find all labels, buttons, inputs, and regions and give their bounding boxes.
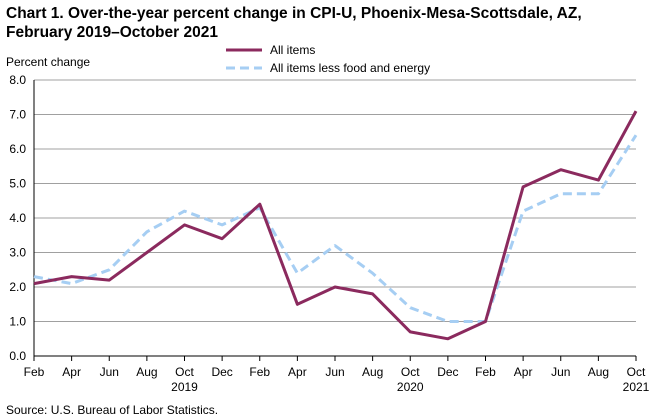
y-tick-label: 5.0: [9, 177, 26, 191]
x-tick-label: Apr: [288, 365, 307, 379]
x-tick-label: Aug: [136, 365, 157, 379]
x-tick-label: Apr: [514, 365, 533, 379]
y-tick-label: 1.0: [9, 315, 26, 329]
y-tick-label: 0.0: [9, 349, 26, 363]
x-tick-label: Oct: [401, 365, 420, 379]
series-line-all-items: [33, 110, 638, 341]
x-tick-label: Jun: [325, 365, 344, 379]
y-tick-label: 2.0: [9, 280, 26, 294]
x-year-label: 2021: [623, 380, 650, 394]
x-tick-label: Feb: [24, 365, 45, 379]
chart-title-line-2: February 2019–October 2021: [6, 24, 218, 41]
source-note: Source: U.S. Bureau of Labor Statistics.: [6, 403, 219, 417]
x-tick-label: Jun: [551, 365, 570, 379]
y-tick-label: 8.0: [9, 73, 26, 87]
x-tick-label: Oct: [627, 365, 646, 379]
legend-label: All items: [270, 43, 315, 57]
x-tick-label: Dec: [437, 365, 458, 379]
x-tick-label: Aug: [588, 365, 609, 379]
y-tick-label: 3.0: [9, 246, 26, 260]
chart-title: Chart 1. Over-the-year percent change in…: [6, 4, 582, 42]
y-axis-label: Percent change: [6, 55, 91, 69]
y-tick-label: 7.0: [9, 108, 26, 122]
x-tick-label: Aug: [362, 365, 383, 379]
y-tick-label: 4.0: [9, 211, 26, 225]
series-line-core: [33, 134, 638, 323]
chart-title-line-1: Chart 1. Over-the-year percent change in…: [6, 5, 582, 22]
y-tick-label: 6.0: [9, 142, 26, 156]
x-tick-label: Feb: [249, 365, 270, 379]
legend-label: All items less food and energy: [270, 61, 430, 75]
x-tick-label: Dec: [211, 365, 232, 379]
x-tick-label: Apr: [62, 365, 81, 379]
x-tick-label: Oct: [175, 365, 194, 379]
x-year-label: 2020: [397, 380, 424, 394]
x-tick-label: Feb: [475, 365, 496, 379]
x-year-label: 2019: [171, 380, 198, 394]
x-tick-label: Jun: [100, 365, 119, 379]
